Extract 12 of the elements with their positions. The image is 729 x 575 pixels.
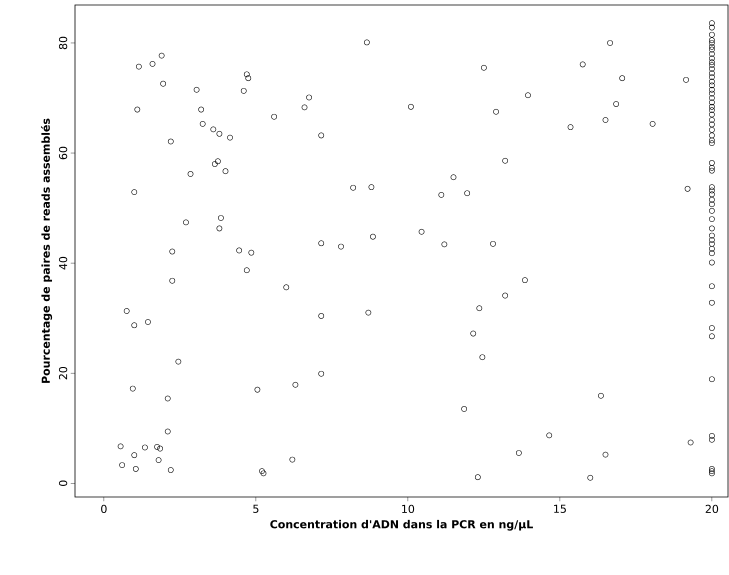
- x-tick-label: 5: [253, 504, 258, 513]
- x-axis-title: Concentration d'ADN dans la PCR en ng/µL: [270, 520, 533, 531]
- x-tick-label: 10: [402, 504, 414, 514]
- y-axis-title: Pourcentage de paires de reads assemblés: [40, 118, 52, 383]
- y-tick-label: 0: [58, 480, 68, 486]
- y-tick-label: 40: [58, 256, 68, 270]
- x-tick-label: 15: [554, 504, 566, 513]
- x-tick-label: 0: [101, 504, 107, 514]
- y-tick-label: 60: [58, 146, 68, 160]
- y-tick-label: 80: [58, 36, 68, 50]
- y-tick-label: 20: [58, 366, 68, 380]
- x-tick-label: 20: [706, 504, 718, 514]
